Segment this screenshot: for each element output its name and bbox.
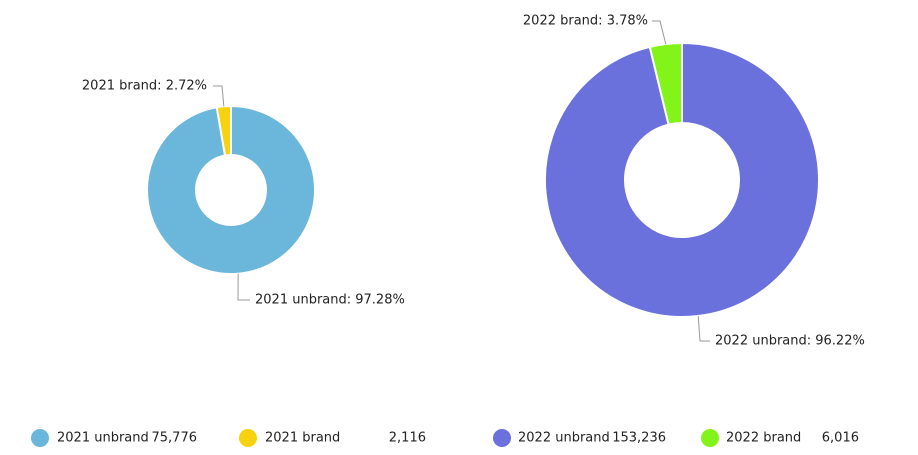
legend-marker[interactable] [239,429,257,447]
legend-label[interactable]: 2021 unbrand [57,431,149,446]
leader-line [697,316,710,342]
legend-marker[interactable] [493,429,511,447]
donut-slice [648,41,683,126]
legend-marker[interactable] [701,429,719,447]
legend-label[interactable]: 2022 unbrand [518,431,610,446]
legend-label[interactable]: 2021 brand [265,431,340,446]
leader-line [213,85,225,107]
legend-value[interactable]: 2,116 [389,431,426,446]
legend-value[interactable]: 153,236 [612,431,666,446]
donut-slice [215,104,232,157]
leader-line [652,20,667,45]
data-label: 2022 unbrand: 96.22% [715,334,865,349]
data-label: 2022 brand: 3.78% [523,14,648,29]
legend-marker[interactable] [31,429,49,447]
donut-slice [146,104,316,275]
leader-line [237,273,250,301]
data-label: 2021 unbrand: 97.28% [255,293,405,308]
legend-value[interactable]: 75,776 [152,431,198,446]
legend-value[interactable]: 6,016 [822,431,859,446]
data-label: 2021 brand: 2.72% [82,79,207,94]
legend-label[interactable]: 2022 brand [726,431,801,446]
donut-slice [544,41,820,318]
